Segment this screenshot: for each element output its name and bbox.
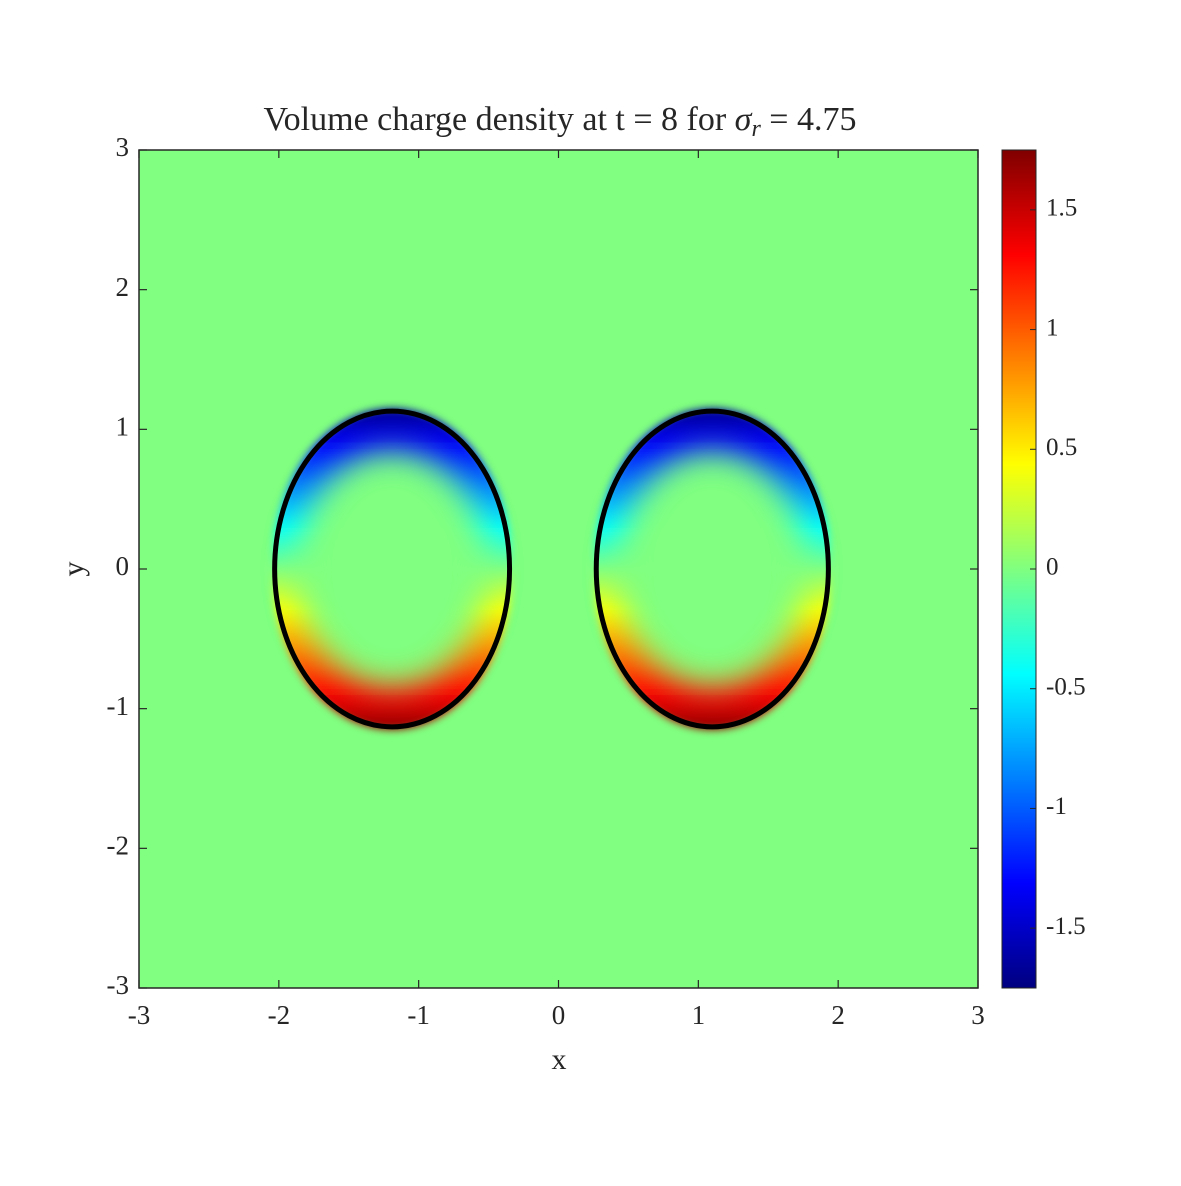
y-tick-label: -1 <box>107 691 130 721</box>
x-tick-label: 3 <box>971 1000 985 1030</box>
title-subscript: r <box>751 116 761 142</box>
x-axis-label: x <box>552 1043 567 1076</box>
ellipse-outline <box>272 408 513 730</box>
colorbar-tick-label: -1.5 <box>1046 913 1086 940</box>
colorbar-tick-label: 1.5 <box>1046 195 1077 222</box>
colorbar-tick-label: 0 <box>1046 554 1059 581</box>
y-tick-label: 2 <box>116 272 130 302</box>
x-tick-label: -1 <box>407 1000 430 1030</box>
plot-area <box>139 150 978 988</box>
y-axis-label: y <box>57 562 90 577</box>
background-field <box>139 150 978 988</box>
chart-title: Volume charge density at t = 8 for σr = … <box>264 101 857 142</box>
x-tick-label: 1 <box>692 1000 706 1030</box>
y-tick-label: 3 <box>116 132 130 162</box>
colorbar-tick-label: -1 <box>1046 793 1067 820</box>
title-text: Volume charge density at t = 8 for <box>264 101 735 138</box>
y-tick-label: 0 <box>116 551 130 581</box>
ellipse-outline <box>593 408 831 730</box>
y-tick-label: -3 <box>107 970 130 1000</box>
title-rest: = 4.75 <box>761 101 857 138</box>
x-tick-label: -2 <box>268 1000 291 1030</box>
x-tick-label: 0 <box>552 1000 566 1030</box>
neutral-core <box>619 452 806 686</box>
x-tick-label: -3 <box>128 1000 151 1030</box>
colorbar-tick-label: -0.5 <box>1046 673 1086 700</box>
y-tick-label: 1 <box>116 412 130 442</box>
colorbar-tick-label: 1 <box>1046 314 1059 341</box>
neutral-core <box>298 452 487 686</box>
x-tick-label: 2 <box>831 1000 845 1030</box>
y-tick-label: -2 <box>107 831 130 861</box>
title-symbol: σ <box>735 101 753 138</box>
colorbar-tick-label: 0.5 <box>1046 434 1077 461</box>
